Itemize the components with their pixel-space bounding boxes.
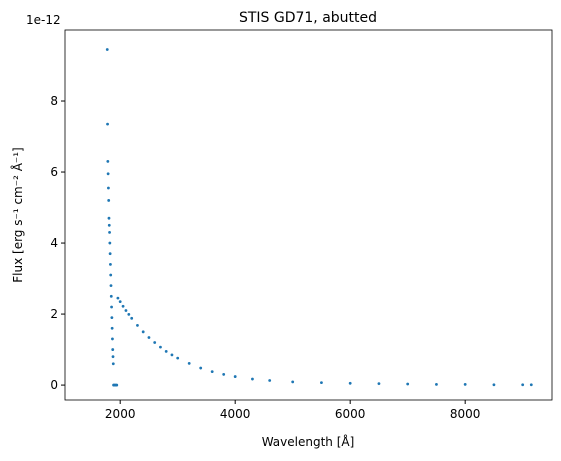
point — [107, 199, 111, 202]
point — [118, 300, 122, 304]
y-axis-label: Flux [erg s⁻¹ cm⁻² Å⁻¹] — [10, 147, 25, 282]
point — [110, 326, 114, 330]
point — [124, 309, 128, 312]
point — [109, 294, 113, 298]
point — [107, 223, 111, 227]
point — [110, 316, 114, 320]
point — [111, 362, 115, 366]
point — [406, 382, 410, 386]
point — [111, 337, 114, 341]
point — [521, 383, 525, 387]
point — [170, 353, 174, 357]
chart-title: STIS GD71, abutted — [239, 10, 377, 26]
point — [529, 383, 533, 387]
point — [291, 380, 295, 384]
x-tick-label: 4000 — [220, 407, 251, 421]
y-tick-label: 0 — [50, 378, 58, 392]
point — [121, 304, 125, 308]
point — [268, 379, 272, 382]
point — [110, 305, 113, 309]
point — [199, 366, 203, 370]
point — [492, 383, 496, 387]
y-tick-label: 8 — [50, 94, 58, 108]
point — [105, 48, 109, 51]
y-tick-label: 2 — [50, 307, 58, 321]
point — [187, 362, 191, 365]
point — [320, 381, 323, 385]
x-axis-label: Wavelength [Å] — [262, 434, 355, 449]
point — [136, 324, 139, 327]
point — [109, 284, 113, 288]
point — [106, 122, 109, 126]
point — [130, 316, 134, 320]
point — [109, 273, 113, 277]
point — [116, 296, 120, 300]
point — [107, 186, 110, 190]
point — [176, 356, 180, 360]
point — [127, 313, 131, 316]
point — [435, 382, 438, 386]
y-offset-label: 1e-12 — [26, 13, 61, 27]
point — [108, 241, 112, 245]
point — [106, 172, 110, 176]
point — [159, 345, 162, 349]
x-tick-label: 8000 — [450, 407, 481, 421]
point — [153, 341, 157, 344]
plot-frame — [64, 29, 553, 401]
y-tick-label: 4 — [50, 236, 58, 250]
y-tick-label: 6 — [50, 165, 58, 179]
x-tick-label: 6000 — [335, 407, 366, 421]
point — [463, 382, 467, 386]
point — [377, 382, 381, 386]
point — [108, 252, 112, 256]
point — [106, 159, 110, 163]
x-tick-label: 2000 — [105, 407, 136, 421]
point — [348, 381, 352, 385]
point — [109, 262, 112, 266]
point — [115, 383, 119, 387]
point — [222, 373, 226, 376]
point — [108, 230, 111, 234]
point — [111, 348, 115, 351]
point — [251, 377, 254, 381]
point — [147, 336, 151, 339]
point — [164, 349, 168, 353]
point — [210, 370, 214, 373]
point — [111, 355, 115, 359]
point — [233, 375, 237, 378]
point — [107, 216, 111, 220]
point — [141, 330, 145, 334]
